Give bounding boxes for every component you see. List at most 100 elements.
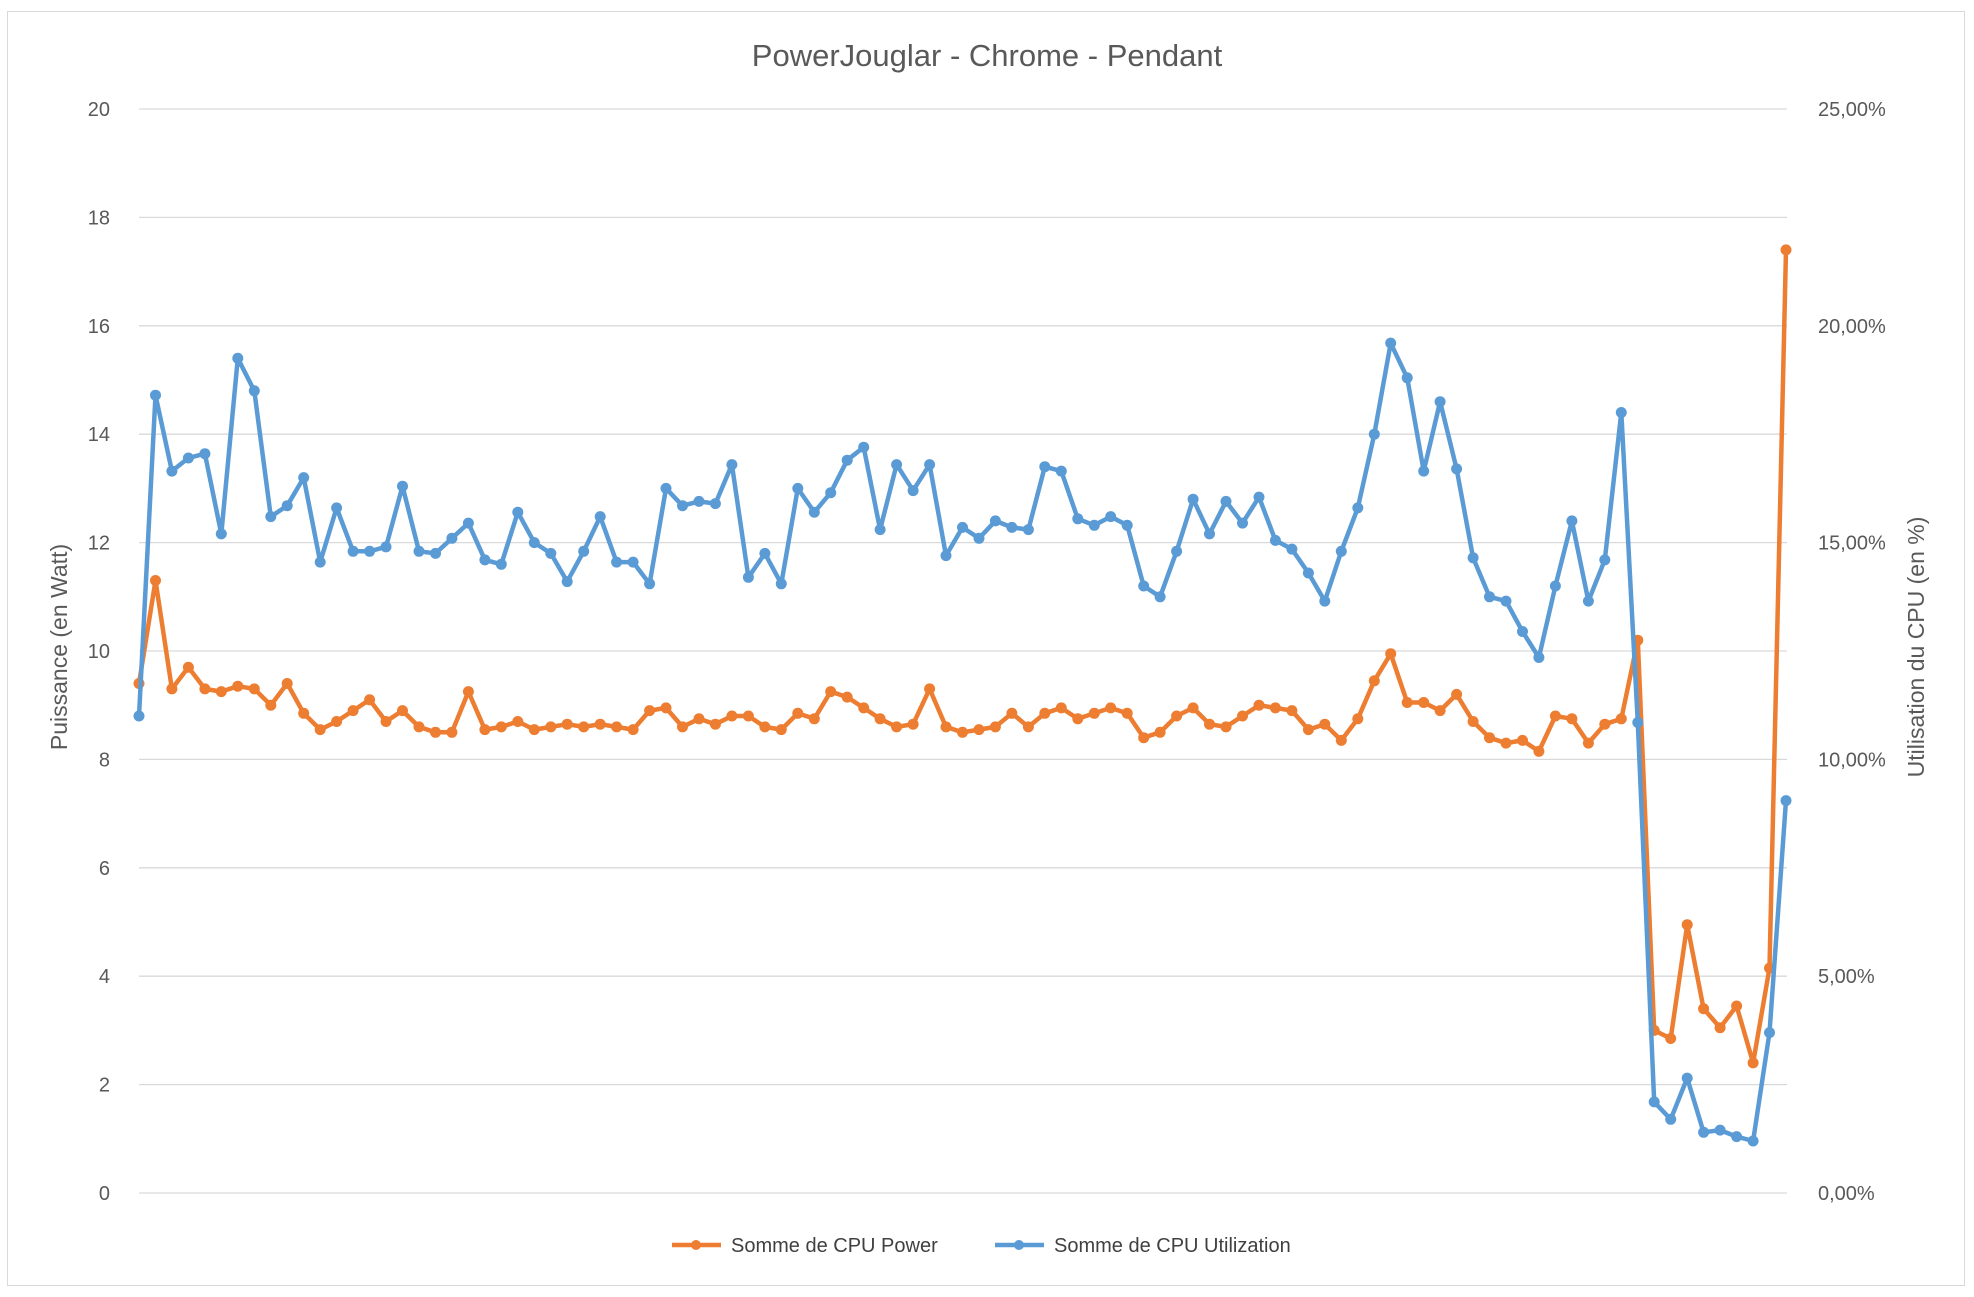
data-point[interactable] [430, 547, 441, 559]
data-point[interactable] [215, 686, 227, 698]
data-point[interactable] [1599, 718, 1611, 730]
data-point[interactable] [989, 515, 1001, 527]
data-point[interactable] [1714, 1022, 1726, 1034]
data-point[interactable] [1401, 372, 1413, 384]
legend-item-power[interactable]: Somme de CPU Power [672, 1235, 938, 1257]
data-point[interactable] [1072, 513, 1084, 525]
data-point[interactable] [1039, 707, 1051, 719]
data-point[interactable] [1517, 626, 1528, 637]
data-point[interactable] [1418, 465, 1430, 477]
data-point[interactable] [973, 532, 985, 544]
data-point[interactable] [347, 705, 359, 717]
data-point[interactable] [166, 683, 178, 695]
data-point[interactable] [1302, 567, 1314, 579]
data-point[interactable] [314, 556, 326, 568]
data-point[interactable] [561, 576, 573, 588]
data-point[interactable] [940, 721, 952, 733]
data-point[interactable] [265, 511, 277, 523]
data-point[interactable] [446, 726, 458, 738]
data-point[interactable] [232, 352, 244, 364]
data-point[interactable] [1121, 707, 1133, 719]
data-point[interactable] [166, 465, 178, 477]
data-point[interactable] [1088, 707, 1100, 719]
data-point[interactable] [742, 710, 754, 722]
data-point[interactable] [611, 721, 623, 733]
data-point[interactable] [924, 683, 936, 695]
data-point[interactable] [1681, 1072, 1693, 1084]
data-point[interactable] [940, 550, 952, 562]
legend-item-utilization[interactable]: Somme de CPU Utilization [995, 1235, 1291, 1257]
data-point[interactable] [1269, 534, 1281, 546]
data-point[interactable] [792, 707, 804, 719]
data-point[interactable] [858, 702, 870, 714]
data-point[interactable] [1121, 519, 1133, 531]
data-point[interactable] [1253, 699, 1265, 711]
data-point[interactable] [1319, 595, 1331, 607]
data-point[interactable] [1731, 1000, 1743, 1012]
data-point[interactable] [594, 718, 606, 730]
data-point[interactable] [430, 726, 441, 738]
data-point[interactable] [709, 718, 721, 730]
data-point[interactable] [1269, 702, 1281, 714]
data-point[interactable] [364, 545, 376, 557]
data-point[interactable] [1747, 1135, 1759, 1147]
data-point[interactable] [1237, 517, 1248, 529]
data-point[interactable] [413, 545, 425, 557]
data-point[interactable] [1401, 697, 1413, 708]
data-point[interactable] [561, 718, 573, 730]
data-point[interactable] [907, 485, 919, 497]
data-point[interactable] [1698, 1126, 1710, 1138]
data-point[interactable] [874, 713, 886, 725]
data-point[interactable] [281, 500, 293, 512]
data-point[interactable] [1006, 707, 1018, 719]
data-point[interactable] [1467, 716, 1479, 727]
data-point[interactable] [1006, 521, 1018, 533]
data-point[interactable] [1632, 717, 1644, 728]
data-point[interactable] [891, 459, 903, 471]
data-point[interactable] [594, 511, 606, 523]
data-point[interactable] [512, 506, 524, 518]
data-point[interactable] [1385, 337, 1397, 349]
data-point[interactable] [726, 710, 738, 722]
data-point[interactable] [792, 482, 804, 494]
data-point[interactable] [1484, 591, 1495, 603]
data-point[interactable] [479, 724, 491, 736]
data-point[interactable] [545, 721, 557, 733]
data-point[interactable] [957, 521, 968, 533]
data-point[interactable] [1747, 1057, 1759, 1069]
data-point[interactable] [331, 502, 343, 514]
data-point[interactable] [825, 487, 837, 499]
data-point[interactable] [1599, 554, 1611, 566]
data-point[interactable] [397, 480, 408, 492]
data-point[interactable] [808, 713, 820, 725]
data-point[interactable] [1022, 721, 1034, 733]
data-point[interactable] [1204, 528, 1215, 540]
data-point[interactable] [1187, 702, 1199, 714]
data-point[interactable] [1055, 465, 1067, 477]
data-point[interactable] [1352, 502, 1364, 514]
data-point[interactable] [248, 385, 260, 397]
data-point[interactable] [709, 498, 721, 510]
data-point[interactable] [199, 448, 211, 460]
data-point[interactable] [726, 459, 738, 471]
data-point[interactable] [215, 528, 227, 540]
data-point[interactable] [627, 724, 639, 736]
data-point[interactable] [1451, 688, 1463, 700]
data-point[interactable] [1698, 1003, 1710, 1015]
data-point[interactable] [1549, 580, 1561, 592]
data-point[interactable] [677, 721, 688, 733]
data-point[interactable] [660, 482, 672, 494]
data-point[interactable] [1352, 713, 1364, 725]
data-point[interactable] [133, 710, 145, 722]
data-point[interactable] [1615, 713, 1627, 725]
data-point[interactable] [1714, 1124, 1726, 1136]
data-point[interactable] [314, 724, 326, 736]
data-point[interactable] [1022, 524, 1034, 536]
data-point[interactable] [1500, 595, 1512, 607]
data-point[interactable] [1434, 705, 1446, 717]
data-point[interactable] [182, 452, 194, 464]
data-point[interactable] [1566, 515, 1578, 527]
data-point[interactable] [1385, 648, 1397, 660]
data-point[interactable] [1648, 1096, 1660, 1108]
data-point[interactable] [397, 705, 408, 717]
